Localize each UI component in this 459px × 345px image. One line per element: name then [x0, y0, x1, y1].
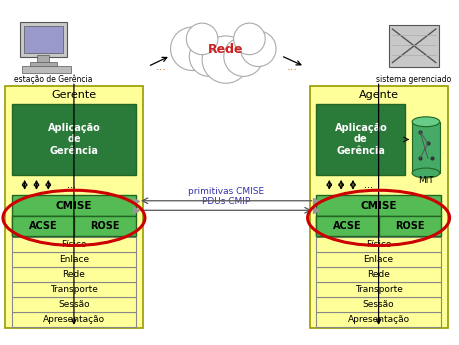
Text: CMISE: CMISE: [56, 200, 92, 210]
Bar: [20, 22, 67, 57]
Bar: [309, 86, 448, 328]
Circle shape: [224, 37, 263, 76]
Bar: [317, 216, 379, 236]
Text: ACSE: ACSE: [333, 221, 362, 231]
Text: Rede: Rede: [62, 270, 85, 279]
Text: Físico: Físico: [61, 240, 87, 249]
Text: ...: ...: [286, 62, 297, 72]
Bar: [22, 66, 71, 73]
Text: ROSE: ROSE: [90, 221, 120, 231]
Circle shape: [171, 27, 214, 70]
Bar: [12, 312, 136, 327]
Ellipse shape: [412, 117, 440, 127]
Text: Gerente: Gerente: [51, 90, 96, 100]
Text: estação de Gerência: estação de Gerência: [14, 75, 93, 84]
Bar: [12, 104, 136, 175]
Text: MIT: MIT: [418, 176, 434, 185]
Bar: [12, 252, 136, 267]
Text: ...: ...: [364, 180, 373, 190]
Bar: [12, 297, 136, 312]
Bar: [317, 267, 441, 282]
Text: Aplicação
de
Gerência: Aplicação de Gerência: [48, 123, 101, 156]
Bar: [317, 252, 441, 267]
Text: Aplicação
de
Gerência: Aplicação de Gerência: [335, 123, 387, 156]
Text: sistema gerenciado: sistema gerenciado: [376, 75, 452, 84]
Text: Apresentação: Apresentação: [43, 315, 105, 324]
Text: Rede: Rede: [367, 270, 390, 279]
Bar: [317, 297, 441, 312]
Bar: [317, 104, 405, 175]
Circle shape: [186, 23, 218, 55]
Text: Agente: Agente: [358, 90, 398, 100]
Bar: [317, 237, 441, 252]
Bar: [12, 195, 136, 216]
Bar: [12, 216, 136, 236]
Text: CMISE: CMISE: [360, 200, 397, 210]
Circle shape: [234, 23, 265, 55]
Text: Apresentação: Apresentação: [347, 315, 410, 324]
Bar: [24, 26, 63, 53]
Bar: [12, 237, 136, 252]
Text: ACSE: ACSE: [28, 221, 57, 231]
Text: ROSE: ROSE: [395, 221, 425, 231]
Bar: [29, 61, 57, 67]
Bar: [317, 282, 441, 297]
Text: Sessão: Sessão: [363, 300, 394, 309]
Bar: [38, 55, 49, 62]
Bar: [12, 216, 74, 236]
Bar: [12, 282, 136, 297]
Text: Sessão: Sessão: [58, 300, 90, 309]
Text: Transporte: Transporte: [355, 285, 403, 294]
Bar: [412, 122, 440, 173]
Text: primitivas CMISE: primitivas CMISE: [188, 187, 264, 196]
Bar: [5, 86, 143, 328]
Circle shape: [202, 36, 249, 83]
Circle shape: [241, 31, 276, 67]
Bar: [317, 312, 441, 327]
Text: PDUs CMIP: PDUs CMIP: [202, 197, 250, 206]
Bar: [389, 25, 439, 67]
Text: Enlace: Enlace: [364, 255, 394, 264]
Text: Enlace: Enlace: [59, 255, 89, 264]
Bar: [317, 195, 441, 216]
Bar: [12, 267, 136, 282]
Text: ...: ...: [67, 180, 77, 190]
Text: Rede: Rede: [208, 43, 244, 56]
Text: ...: ...: [155, 62, 166, 72]
Circle shape: [189, 37, 229, 76]
Text: Transporte: Transporte: [50, 285, 98, 294]
Bar: [317, 216, 441, 236]
Ellipse shape: [412, 168, 440, 178]
Text: Físico: Físico: [366, 240, 392, 249]
